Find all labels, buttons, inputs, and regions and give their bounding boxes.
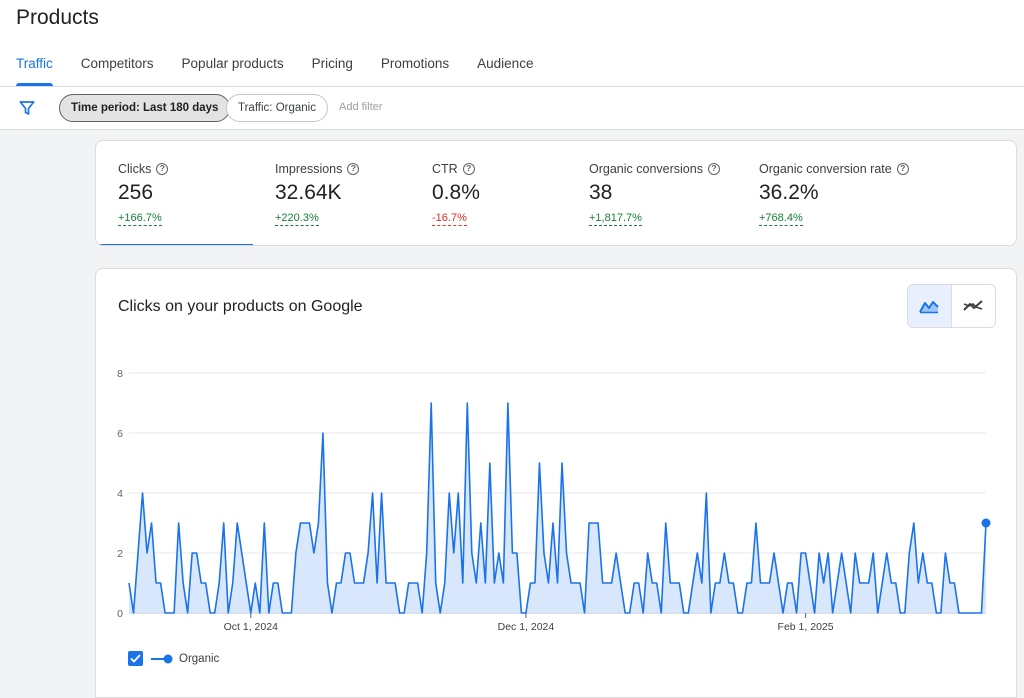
legend-label: Organic [179, 652, 220, 665]
metric-value: 36.2% [759, 181, 819, 204]
tab-pricing[interactable]: Pricing [311, 56, 353, 71]
clicks-area-chart: 0 2 4 6 8 Oct 1, 2024 Dec 1, 2024 Feb 1, 2025 [117, 368, 991, 633]
y-tick-label: 0 [117, 608, 123, 620]
metric-label: Clicks [118, 162, 152, 176]
tab-promotions[interactable]: Promotions [380, 56, 450, 71]
y-tick-label: 8 [117, 368, 123, 380]
y-tick-label: 4 [117, 488, 123, 500]
metrics-card: Clicks? 256 +166.7% Impressions? 32.64K … [95, 140, 1017, 246]
help-icon[interactable]: ? [347, 163, 360, 175]
filter-icon[interactable] [18, 99, 36, 117]
metric-change: -16.7% [432, 212, 467, 226]
last-point-marker [981, 518, 991, 528]
tabs-divider [0, 86, 1024, 87]
metric-label: Organic conversions [589, 162, 703, 176]
chart-legend: Organic [128, 651, 219, 666]
traffic-chip[interactable]: Traffic: Organic [226, 94, 328, 122]
help-icon[interactable]: ? [156, 163, 169, 175]
check-icon [130, 654, 141, 663]
chart-view-toggle [907, 284, 996, 328]
metric-change: +768.4% [759, 212, 803, 226]
x-tick-label: Oct 1, 2024 [224, 621, 278, 633]
area-chart-button[interactable] [908, 285, 952, 327]
help-icon[interactable]: ? [896, 163, 909, 175]
time-period-chip[interactable]: Time period: Last 180 days [59, 94, 231, 122]
help-icon[interactable]: ? [462, 163, 475, 175]
x-tick-label: Feb 1, 2025 [778, 621, 834, 633]
metric-change: +166.7% [118, 212, 162, 226]
tab-audience[interactable]: Audience [477, 56, 534, 71]
y-tick-label: 6 [117, 428, 123, 440]
metric-change: +1,817.7% [589, 212, 642, 226]
add-filter-button[interactable]: Add filter [339, 101, 383, 113]
metric-value: 0.8% [432, 181, 480, 204]
tab-competitors[interactable]: Competitors [80, 56, 154, 71]
trend-line-icon [963, 300, 983, 311]
help-icon[interactable]: ? [707, 163, 720, 175]
metric-value: 256 [118, 181, 154, 204]
chart-title: Clicks on your products on Google [118, 298, 363, 315]
top-bar: Products Traffic Competitors Popular produ… [0, 0, 1024, 130]
y-tick-label: 2 [117, 548, 123, 560]
x-tick-label: Dec 1, 2024 [498, 621, 555, 633]
metric-value: 38 [589, 181, 613, 204]
tab-popular-products[interactable]: Popular products [181, 56, 284, 71]
chart-card: Clicks on your products on Google 0 2 4 6 8 O… [95, 268, 1017, 698]
area-chart-icon [919, 301, 939, 314]
trend-line-button[interactable] [952, 285, 996, 327]
metric-change: +220.3% [275, 212, 319, 226]
series-checkbox[interactable] [128, 651, 143, 666]
metric-label: CTR [432, 162, 458, 176]
series-line-icon [151, 654, 173, 663]
tab-traffic[interactable]: Traffic [2, 48, 67, 86]
filter-bar: Time period: Last 180 days Traffic: Orga… [0, 87, 1024, 130]
metric-value: 32.64K [275, 181, 342, 204]
page-title: Products [16, 6, 99, 29]
selected-metric-indicator [96, 244, 253, 245]
tab-bar: Traffic Competitors Popular products Pricin… [0, 48, 547, 86]
metric-label: Impressions [275, 162, 343, 176]
metric-label: Organic conversion rate [759, 162, 892, 176]
series-line-organic [128, 402, 987, 614]
